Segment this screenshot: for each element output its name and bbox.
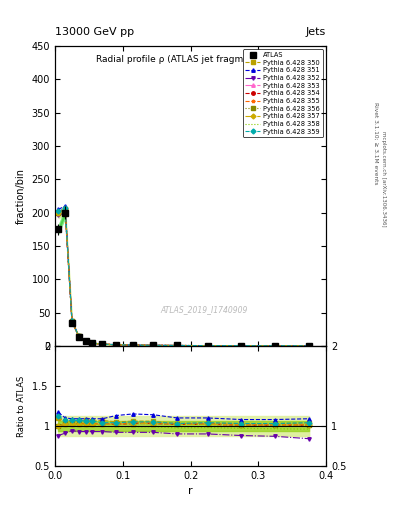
- Y-axis label: Ratio to ATLAS: Ratio to ATLAS: [17, 375, 26, 437]
- Text: Rivet 3.1.10; ≥ 3.1M events: Rivet 3.1.10; ≥ 3.1M events: [373, 102, 378, 185]
- Y-axis label: fraction/bin: fraction/bin: [16, 168, 26, 224]
- Legend: ATLAS, Pythia 6.428 350, Pythia 6.428 351, Pythia 6.428 352, Pythia 6.428 353, P: ATLAS, Pythia 6.428 350, Pythia 6.428 35…: [243, 50, 323, 137]
- Text: Radial profile ρ (ATLAS jet fragmentation): Radial profile ρ (ATLAS jet fragmentatio…: [96, 55, 285, 64]
- Text: Jets: Jets: [306, 27, 326, 37]
- Text: 13000 GeV pp: 13000 GeV pp: [55, 27, 134, 37]
- Text: ATLAS_2019_I1740909: ATLAS_2019_I1740909: [160, 306, 248, 314]
- X-axis label: r: r: [188, 486, 193, 496]
- Text: mcplots.cern.ch [arXiv:1306.3436]: mcplots.cern.ch [arXiv:1306.3436]: [381, 132, 386, 227]
